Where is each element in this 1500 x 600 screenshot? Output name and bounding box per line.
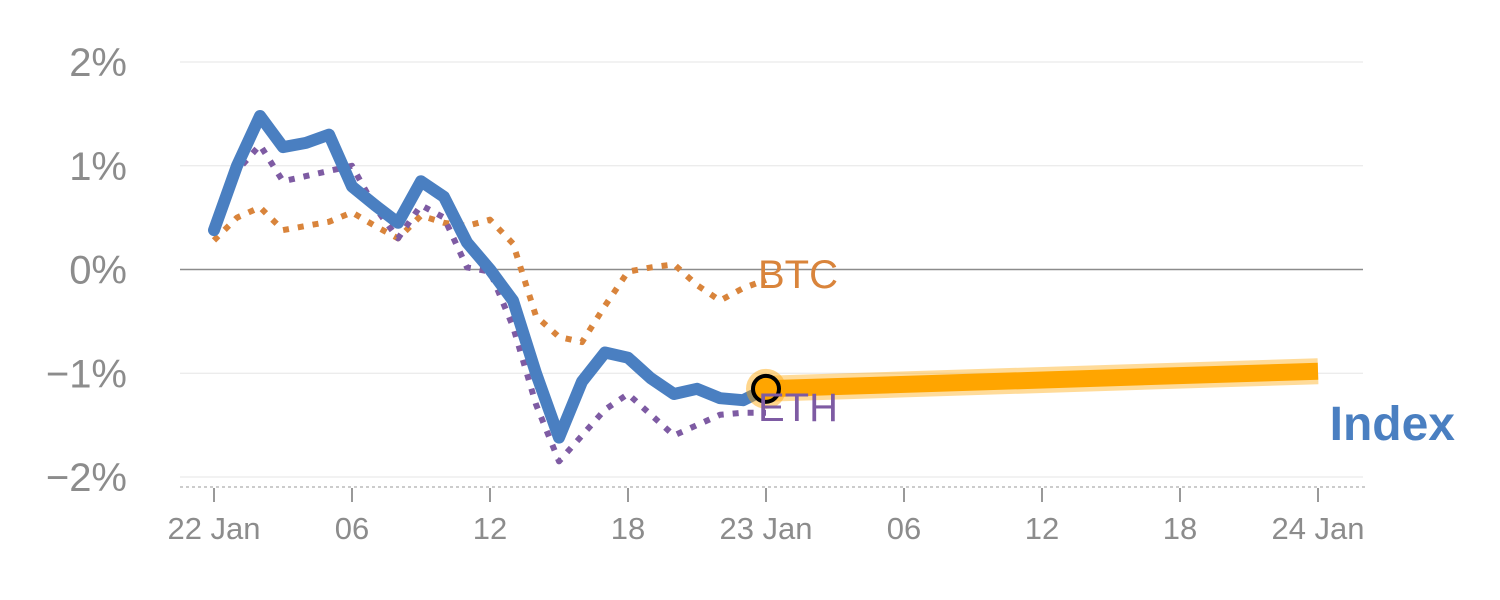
series-label-eth: ETH <box>758 386 838 430</box>
axis-layer: 2% 1% 0% −1% −2% 22 Jan 06 12 18 23 Jan 06 12 18 24 J… <box>46 41 1365 546</box>
series-label-btc: BTC <box>758 253 838 297</box>
series-label-index: Index <box>1330 398 1456 451</box>
y-tick-label: 0% <box>69 249 127 293</box>
x-tick-label: 06 <box>335 511 369 546</box>
projection-line <box>765 362 1319 398</box>
x-tick-label: 22 Jan <box>167 511 260 546</box>
x-tick-label: 12 <box>473 511 507 546</box>
x-tick-label: 18 <box>611 511 645 546</box>
marker-layer <box>746 368 786 409</box>
y-tick-label: −1% <box>46 352 127 396</box>
label-layer: BTC ETH Index <box>758 253 1455 451</box>
series-line-eth <box>211 142 766 465</box>
y-tick-label: 2% <box>69 41 127 85</box>
y-tick-label: 1% <box>69 145 127 189</box>
series-line-btc <box>211 204 768 346</box>
x-tick-label: 23 Jan <box>719 511 812 546</box>
x-tick-label: 06 <box>887 511 921 546</box>
series-layer <box>208 110 1319 465</box>
x-tick-label: 18 <box>1163 511 1197 546</box>
series-line-index <box>208 110 772 444</box>
current-point-marker <box>751 373 781 404</box>
y-tick-label: −2% <box>46 456 127 500</box>
x-tick-label: 24 Jan <box>1271 511 1364 546</box>
x-tick-label: 12 <box>1025 511 1059 546</box>
